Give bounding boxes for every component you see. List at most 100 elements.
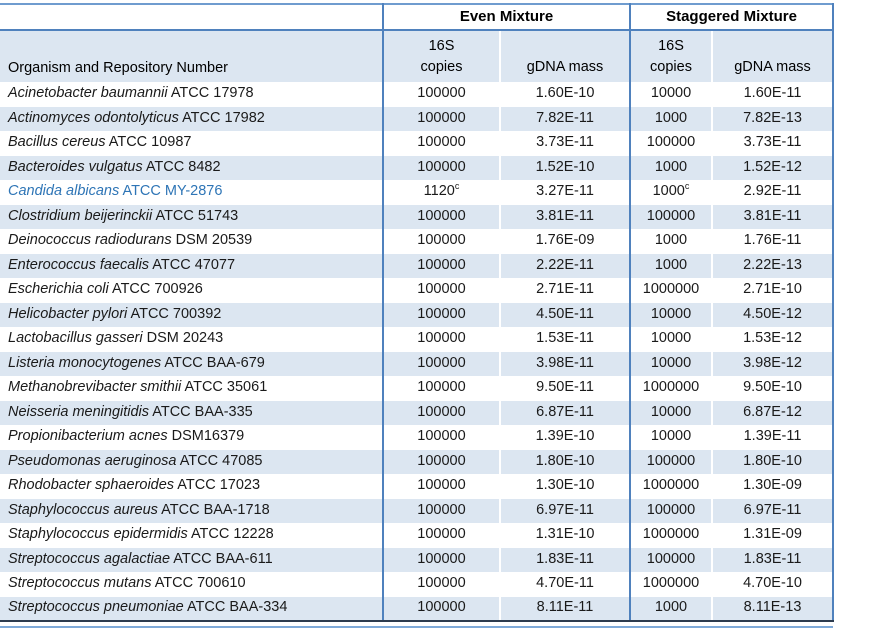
organism-cell: Clostridium beijerinckii ATCC 51743 [0, 204, 384, 229]
bottom-rule [0, 626, 833, 628]
even-gdna-cell: 3.73E-11 [500, 131, 631, 156]
staggered-mixture-group-header: Staggered Mixture [630, 3, 834, 31]
staggered-gdna-cell: 6.97E-11 [712, 498, 834, 523]
table-row: Pseudomonas aeruginosa ATCC 47085 100000… [0, 449, 834, 474]
even-gdna-cell: 1.80E-10 [500, 449, 631, 474]
organism-column-header: Organism and Repository Number [0, 30, 384, 82]
even-gdna-cell: 1.30E-10 [500, 474, 631, 499]
staggered-copies-cell: 1000000 [630, 474, 713, 499]
even-copies-cell: 100000 [383, 523, 501, 548]
even-gdna-cell: 1.31E-10 [500, 523, 631, 548]
organism-cell: Enterococcus faecalis ATCC 47077 [0, 253, 384, 278]
staggered-copies-cell: 10000 [630, 400, 713, 425]
staggered-copies-cell: 10000 [630, 351, 713, 376]
staggered-copies-header-line2: copies [650, 59, 692, 76]
organism-cell: Staphylococcus epidermidis ATCC 12228 [0, 523, 384, 548]
staggered-copies-cell: 1000c [630, 180, 713, 205]
even-copies-cell: 100000 [383, 106, 501, 131]
even-copies-cell: 100000 [383, 253, 501, 278]
even-copies-cell: 100000 [383, 302, 501, 327]
even-gdna-cell: 4.50E-11 [500, 302, 631, 327]
even-copies-column-header: 16S copies [383, 30, 501, 82]
staggered-copies-header-line1: 16S [658, 37, 684, 54]
organism-cell: Escherichia coli ATCC 700926 [0, 278, 384, 303]
table-head: Even Mixture Staggered Mixture Organism … [0, 3, 834, 82]
table-body: Acinetobacter baumannii ATCC 17978 10000… [0, 82, 834, 622]
staggered-gdna-cell: 1.83E-11 [712, 547, 834, 572]
staggered-copies-cell: 100000 [630, 498, 713, 523]
staggered-copies-cell: 100000 [630, 131, 713, 156]
even-copies-cell: 100000 [383, 229, 501, 254]
organism-cell: Rhodobacter sphaeroides ATCC 17023 [0, 474, 384, 499]
staggered-copies-cell: 10000 [630, 82, 713, 107]
table-row: Clostridium beijerinckii ATCC 51743 1000… [0, 204, 834, 229]
staggered-gdna-cell: 2.22E-13 [712, 253, 834, 278]
even-gdna-cell: 6.87E-11 [500, 400, 631, 425]
even-gdna-column-header: gDNA mass [500, 30, 631, 82]
organism-cell: Neisseria meningitidis ATCC BAA-335 [0, 400, 384, 425]
even-copies-cell: 100000 [383, 155, 501, 180]
staggered-copies-cell: 10000 [630, 302, 713, 327]
organism-cell: Lactobacillus gasseri DSM 20243 [0, 327, 384, 352]
staggered-gdna-cell: 1.39E-11 [712, 425, 834, 450]
table-row: Enterococcus faecalis ATCC 47077 100000 … [0, 253, 834, 278]
staggered-copies-cell: 1000000 [630, 572, 713, 597]
even-mixture-group-header: Even Mixture [383, 3, 631, 31]
table-row: Staphylococcus aureus ATCC BAA-1718 1000… [0, 498, 834, 523]
staggered-copies-cell: 1000 [630, 253, 713, 278]
staggered-gdna-cell: 4.50E-12 [712, 302, 834, 327]
table-row: Propionibacterium acnes DSM16379 100000 … [0, 425, 834, 450]
staggered-gdna-cell: 1.76E-11 [712, 229, 834, 254]
even-copies-cell: 100000 [383, 596, 501, 622]
staggered-copies-column-header: 16S copies [630, 30, 713, 82]
staggered-gdna-cell: 2.92E-11 [712, 180, 834, 205]
staggered-gdna-cell: 1.30E-09 [712, 474, 834, 499]
staggered-gdna-cell: 1.53E-12 [712, 327, 834, 352]
staggered-gdna-cell: 3.81E-11 [712, 204, 834, 229]
even-copies-cell: 100000 [383, 400, 501, 425]
table-row: Helicobacter pylori ATCC 700392 100000 4… [0, 302, 834, 327]
mixture-composition-table: Even Mixture Staggered Mixture Organism … [0, 3, 834, 622]
staggered-gdna-cell: 7.82E-13 [712, 106, 834, 131]
staggered-gdna-column-header: gDNA mass [712, 30, 834, 82]
table-row: Streptococcus mutans ATCC 700610 100000 … [0, 572, 834, 597]
table-row: Staphylococcus epidermidis ATCC 12228 10… [0, 523, 834, 548]
organism-cell: Deinococcus radiodurans DSM 20539 [0, 229, 384, 254]
column-header-row: Organism and Repository Number 16S copies… [0, 30, 834, 82]
staggered-gdna-cell: 3.98E-12 [712, 351, 834, 376]
staggered-gdna-cell: 1.60E-11 [712, 82, 834, 107]
table-row: Listeria monocytogenes ATCC BAA-679 1000… [0, 351, 834, 376]
even-copies-cell: 100000 [383, 327, 501, 352]
table-row: Bacteroides vulgatus ATCC 8482 100000 1.… [0, 155, 834, 180]
organism-cell: Streptococcus mutans ATCC 700610 [0, 572, 384, 597]
even-gdna-cell: 1.53E-11 [500, 327, 631, 352]
table-row: Deinococcus radiodurans DSM 20539 100000… [0, 229, 834, 254]
table-row: Acinetobacter baumannii ATCC 17978 10000… [0, 82, 834, 107]
organism-cell: Bacteroides vulgatus ATCC 8482 [0, 155, 384, 180]
organism-cell: Streptococcus pneumoniae ATCC BAA-334 [0, 596, 384, 622]
staggered-gdna-cell: 4.70E-10 [712, 572, 834, 597]
even-copies-cell: 100000 [383, 351, 501, 376]
organism-cell: Candida albicans ATCC MY-2876 [0, 180, 384, 205]
staggered-copies-cell: 1000000 [630, 376, 713, 401]
even-copies-cell: 100000 [383, 425, 501, 450]
staggered-copies-cell: 100000 [630, 547, 713, 572]
staggered-copies-cell: 1000 [630, 155, 713, 180]
even-gdna-cell: 1.83E-11 [500, 547, 631, 572]
organism-cell: Acinetobacter baumannii ATCC 17978 [0, 82, 384, 107]
staggered-gdna-cell: 1.52E-12 [712, 155, 834, 180]
even-gdna-cell: 1.52E-10 [500, 155, 631, 180]
organism-cell: Staphylococcus aureus ATCC BAA-1718 [0, 498, 384, 523]
staggered-copies-cell: 1000 [630, 596, 713, 622]
even-gdna-cell: 1.76E-09 [500, 229, 631, 254]
even-gdna-cell: 7.82E-11 [500, 106, 631, 131]
even-copies-cell: 100000 [383, 376, 501, 401]
organism-cell: Bacillus cereus ATCC 10987 [0, 131, 384, 156]
even-copies-header-line1: 16S [428, 37, 455, 54]
table-row: Methanobrevibacter smithii ATCC 35061 10… [0, 376, 834, 401]
even-copies-cell: 100000 [383, 547, 501, 572]
staggered-gdna-cell: 3.73E-11 [712, 131, 834, 156]
organism-cell: Listeria monocytogenes ATCC BAA-679 [0, 351, 384, 376]
table-row: Bacillus cereus ATCC 10987 100000 3.73E-… [0, 131, 834, 156]
staggered-copies-cell: 1000 [630, 229, 713, 254]
